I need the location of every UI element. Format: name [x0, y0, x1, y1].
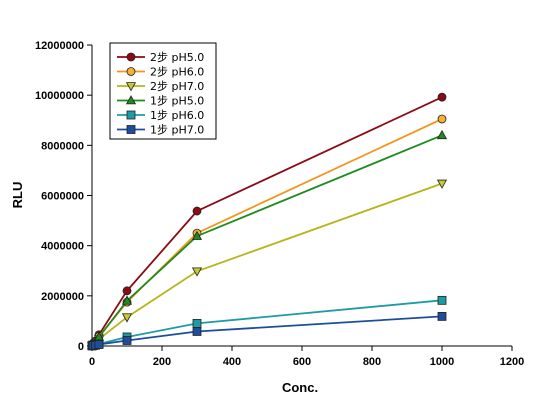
series-line — [91, 134, 443, 346]
legend-item: 1步 pH5.0 — [117, 95, 204, 108]
data-point — [436, 179, 448, 189]
legend-item: 1步 pH6.0 — [117, 109, 204, 122]
data-point — [192, 319, 202, 328]
legend-marker — [125, 82, 137, 92]
legend-item: 1步 pH7.0 — [117, 124, 204, 137]
legend-marker — [126, 125, 136, 134]
x-tick-label: 400 — [223, 356, 241, 368]
legend-label: 2步 pH6.0 — [150, 66, 204, 79]
data-point — [94, 340, 104, 349]
data-point — [121, 295, 133, 305]
data-point — [191, 230, 203, 240]
data-point — [437, 295, 447, 305]
legend-item: 2步 pH5.0 — [117, 51, 204, 64]
y-tick-label: 8000000 — [41, 140, 84, 152]
data-point — [192, 327, 202, 336]
series-line — [91, 315, 443, 347]
legend-label: 2步 pH7.0 — [150, 80, 204, 93]
x-tick-label: 600 — [293, 356, 311, 368]
series-6 — [87, 312, 447, 351]
data-point — [191, 267, 203, 277]
y-axis-title: RLU — [10, 182, 25, 209]
data-point — [121, 313, 133, 323]
legend-marker — [126, 110, 136, 120]
legend-label: 1步 pH5.0 — [150, 95, 204, 108]
axes: 0 200 400 600 800 1000 1200 0 2000000 4000000 6000… — [35, 40, 524, 368]
x-tick-label: 0 — [89, 356, 95, 368]
y-tick-label: 4000000 — [41, 241, 84, 253]
series-3 — [86, 179, 448, 351]
data-point — [437, 114, 447, 124]
legend: 2步 pH5.0 2步 pH6.02步 pH7.0 1步 pH5.01步 pH6.0… — [109, 42, 217, 140]
y-tick-label: 10000000 — [35, 90, 84, 102]
x-tick-label: 200 — [153, 356, 171, 368]
x-tick-label: 1000 — [430, 356, 454, 368]
data-point — [122, 336, 132, 345]
legend-label: 1步 pH7.0 — [150, 124, 204, 137]
x-axis-title: Conc. — [282, 380, 318, 395]
legend-marker — [126, 67, 136, 76]
x-tick-label: 1200 — [500, 356, 524, 368]
data-point — [192, 206, 202, 216]
y-tick-label: 0 — [78, 341, 84, 353]
data-point — [436, 129, 448, 140]
series-5 — [87, 295, 447, 351]
series-2 — [87, 114, 447, 350]
data-point — [437, 92, 447, 102]
legend-item: 2步 pH6.0 — [117, 66, 204, 79]
legend-label: 1步 pH6.0 — [150, 109, 204, 122]
x-tick-label: 800 — [363, 356, 381, 368]
legend-item: 2步 pH7.0 — [117, 80, 204, 93]
y-tick-label: 12000000 — [35, 40, 84, 52]
legend-marker — [125, 95, 137, 105]
y-tick-label: 6000000 — [41, 191, 84, 203]
series-line — [91, 118, 443, 346]
data-point — [437, 312, 447, 321]
series-layer — [86, 92, 448, 351]
data-point — [122, 286, 132, 296]
legend-marker — [126, 52, 136, 62]
y-tick-label: 2000000 — [41, 291, 84, 303]
legend-label: 2步 pH5.0 — [150, 51, 204, 64]
